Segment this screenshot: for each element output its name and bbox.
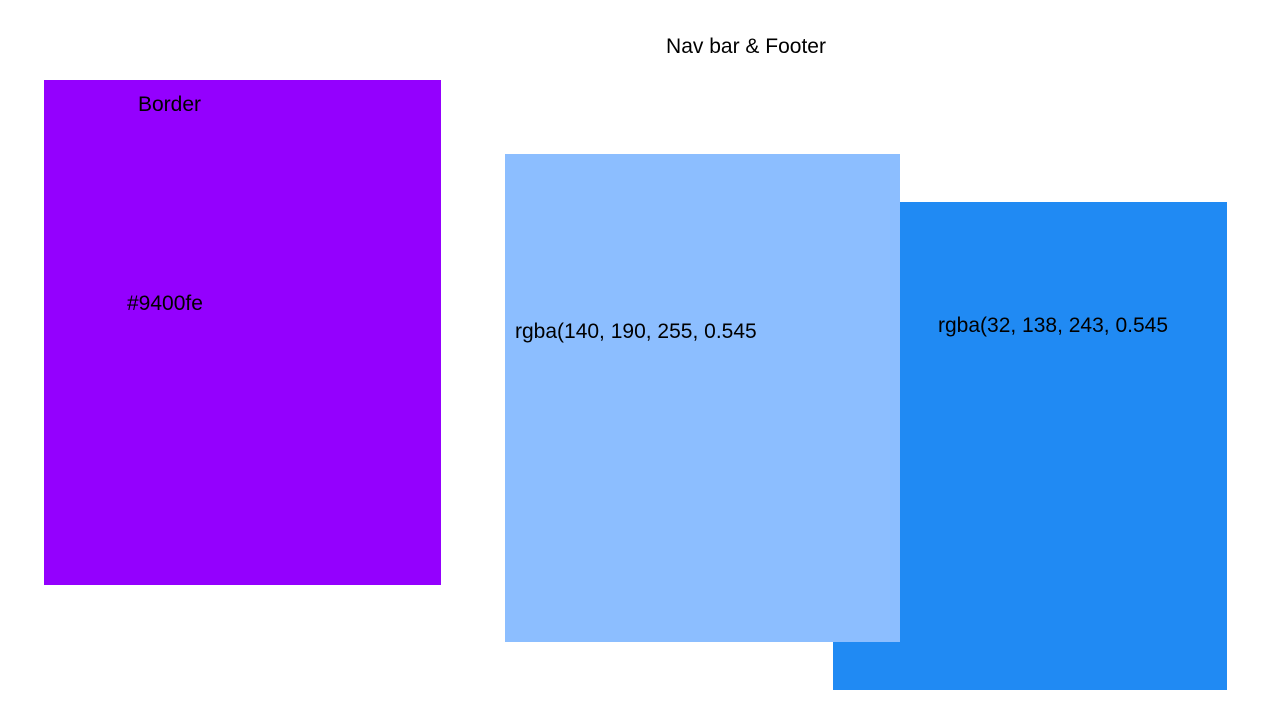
dark-blue-color-code: rgba(32, 138, 243, 0.545 [938, 314, 1169, 337]
purple-swatch: Border #9400fe [44, 80, 441, 585]
purple-color-code: #9400fe [127, 292, 203, 315]
light-blue-swatch: rgba(140, 190, 255, 0.545 [505, 154, 900, 642]
border-label: Border [138, 93, 202, 116]
slide-heading: Nav bar & Footer [666, 35, 826, 58]
light-blue-color-code: rgba(140, 190, 255, 0.545 [515, 320, 757, 343]
